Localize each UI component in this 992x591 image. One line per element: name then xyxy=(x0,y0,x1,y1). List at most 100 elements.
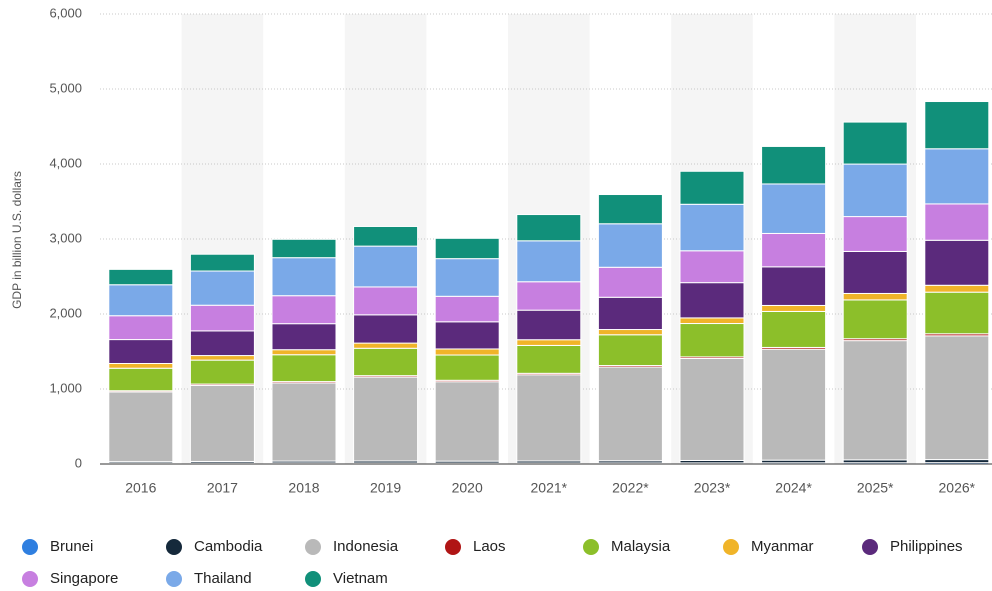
bar-segment xyxy=(271,323,337,351)
bar-segment xyxy=(434,321,500,350)
bar-segment xyxy=(761,348,827,461)
bar-segment xyxy=(271,238,337,259)
bar-segment xyxy=(271,295,337,325)
bar-segment xyxy=(679,357,745,461)
legend-marker xyxy=(22,571,38,587)
x-tick-label: 2016 xyxy=(125,480,156,496)
legend-label: Singapore xyxy=(50,570,118,587)
bar-segment xyxy=(761,145,827,185)
bar-segment xyxy=(842,216,908,252)
legend-label: Myanmar xyxy=(751,538,814,555)
bar-segment xyxy=(924,291,990,335)
bar-segment xyxy=(761,266,827,306)
bar-segment xyxy=(679,250,745,284)
bar-segment xyxy=(516,309,582,341)
bar-segment xyxy=(679,203,745,252)
x-tick-label: 2018 xyxy=(288,480,319,496)
y-tick-label: 5,000 xyxy=(49,80,82,95)
bar-segment xyxy=(761,310,827,348)
x-tick-label: 2020 xyxy=(452,480,483,496)
x-tick-label: 2026* xyxy=(939,480,976,496)
bar-segment xyxy=(597,366,663,462)
bar-segment xyxy=(189,359,255,385)
y-axis-label: GDP in billion U.S. dollars xyxy=(10,171,24,309)
bar-segment xyxy=(353,342,419,349)
bar-segment xyxy=(679,317,745,325)
bar-segment xyxy=(271,257,337,297)
bar-segment xyxy=(108,363,174,369)
bar-segment xyxy=(679,170,745,205)
legend-label: Vietnam xyxy=(333,570,388,587)
bar-segment xyxy=(271,382,337,462)
bar-segment xyxy=(516,240,582,283)
bar-segment xyxy=(108,367,174,392)
bar-segment xyxy=(516,214,582,242)
x-tick-label: 2017 xyxy=(207,480,238,496)
bar-segment xyxy=(271,354,337,383)
bar-segment xyxy=(679,323,745,358)
bar-segment xyxy=(842,250,908,294)
bar-segment xyxy=(189,384,255,462)
bar-segment xyxy=(353,245,419,288)
bar-segment xyxy=(108,339,174,365)
bar-segment xyxy=(108,391,174,463)
legend-label: Philippines xyxy=(890,538,963,555)
legend-marker xyxy=(22,539,38,555)
legend-label: Brunei xyxy=(50,538,93,555)
bar-segment xyxy=(108,315,174,341)
y-tick-label: 1,000 xyxy=(49,380,82,395)
x-tick-label: 2023* xyxy=(694,480,731,496)
x-tick-label: 2025* xyxy=(857,480,894,496)
bar-segment xyxy=(434,258,500,297)
bar-segment xyxy=(842,299,908,340)
bar-segment xyxy=(679,282,745,319)
bar-segment xyxy=(761,304,827,312)
legend-label: Indonesia xyxy=(333,538,399,555)
bar-segment xyxy=(271,349,337,356)
legend-label: Laos xyxy=(473,538,506,555)
bar-segment xyxy=(189,270,255,306)
bar-segment xyxy=(842,340,908,461)
bar-segment xyxy=(353,376,419,462)
bar-segment xyxy=(189,304,255,332)
legend-label: Cambodia xyxy=(194,538,263,555)
legend-marker xyxy=(862,539,878,555)
bar-segment xyxy=(434,237,500,260)
bar-segment xyxy=(353,225,419,247)
bar-segment xyxy=(597,334,663,367)
bar-segment xyxy=(353,314,419,344)
bar-segment xyxy=(516,339,582,346)
bar-segment xyxy=(434,354,500,381)
bar-segment xyxy=(516,344,582,374)
bar-segment xyxy=(597,223,663,268)
legend-marker xyxy=(445,539,461,555)
bar-segment xyxy=(761,183,827,234)
legend-marker xyxy=(583,539,599,555)
bar-segment xyxy=(924,239,990,286)
bar-segment xyxy=(597,266,663,298)
bar-segment xyxy=(924,101,990,150)
bar-segment xyxy=(516,281,582,311)
bar-segment xyxy=(842,292,908,301)
bar-segment xyxy=(597,329,663,336)
bar-segment xyxy=(434,295,500,323)
x-tick-label: 2019 xyxy=(370,480,401,496)
bar-segment xyxy=(924,148,990,205)
legend-marker xyxy=(166,539,182,555)
bar-segment xyxy=(924,335,990,461)
bar-segment xyxy=(597,194,663,225)
legend-marker xyxy=(166,571,182,587)
bar-segment xyxy=(189,330,255,357)
y-tick-label: 6,000 xyxy=(49,5,82,20)
bar-segment xyxy=(842,163,908,218)
x-tick-label: 2022* xyxy=(612,480,649,496)
legend-label: Malaysia xyxy=(611,538,671,555)
bar-segment xyxy=(189,253,255,272)
bar-segment xyxy=(516,374,582,462)
bar-segment xyxy=(924,284,990,293)
bar-segment xyxy=(434,381,500,462)
y-tick-label: 2,000 xyxy=(49,305,82,320)
bar-segment xyxy=(434,348,500,356)
bar-segment xyxy=(761,232,827,268)
